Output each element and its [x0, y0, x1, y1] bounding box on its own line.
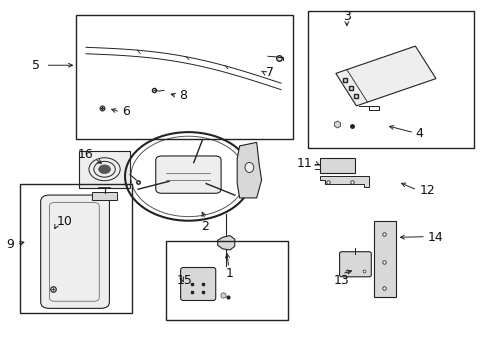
Polygon shape: [320, 176, 368, 187]
Text: 13: 13: [333, 274, 349, 287]
Bar: [307, 12, 473, 148]
Polygon shape: [217, 235, 234, 250]
Text: 5: 5: [32, 59, 40, 72]
Bar: [373, 221, 395, 297]
Text: 11: 11: [296, 157, 312, 170]
Text: 12: 12: [419, 184, 435, 197]
Bar: [79, 150, 130, 188]
FancyBboxPatch shape: [156, 156, 221, 193]
Text: 10: 10: [57, 215, 73, 228]
Bar: [320, 158, 354, 173]
Text: 1: 1: [225, 267, 233, 280]
Bar: [76, 15, 293, 139]
Bar: [166, 241, 288, 320]
Text: 2: 2: [201, 220, 209, 233]
Bar: [20, 184, 132, 313]
Bar: [92, 192, 117, 200]
Text: 8: 8: [178, 89, 186, 102]
FancyBboxPatch shape: [180, 267, 215, 301]
Polygon shape: [237, 142, 261, 198]
FancyBboxPatch shape: [339, 252, 370, 277]
Text: 14: 14: [427, 231, 442, 244]
Text: 3: 3: [342, 10, 350, 23]
Text: 16: 16: [78, 148, 94, 161]
Text: 9: 9: [6, 238, 14, 251]
Circle shape: [99, 165, 110, 174]
Text: 4: 4: [414, 127, 422, 140]
Text: 15: 15: [176, 274, 192, 287]
Text: 6: 6: [122, 105, 130, 118]
Ellipse shape: [244, 162, 253, 172]
Text: 7: 7: [266, 66, 274, 79]
Polygon shape: [335, 46, 435, 106]
FancyBboxPatch shape: [41, 195, 109, 309]
